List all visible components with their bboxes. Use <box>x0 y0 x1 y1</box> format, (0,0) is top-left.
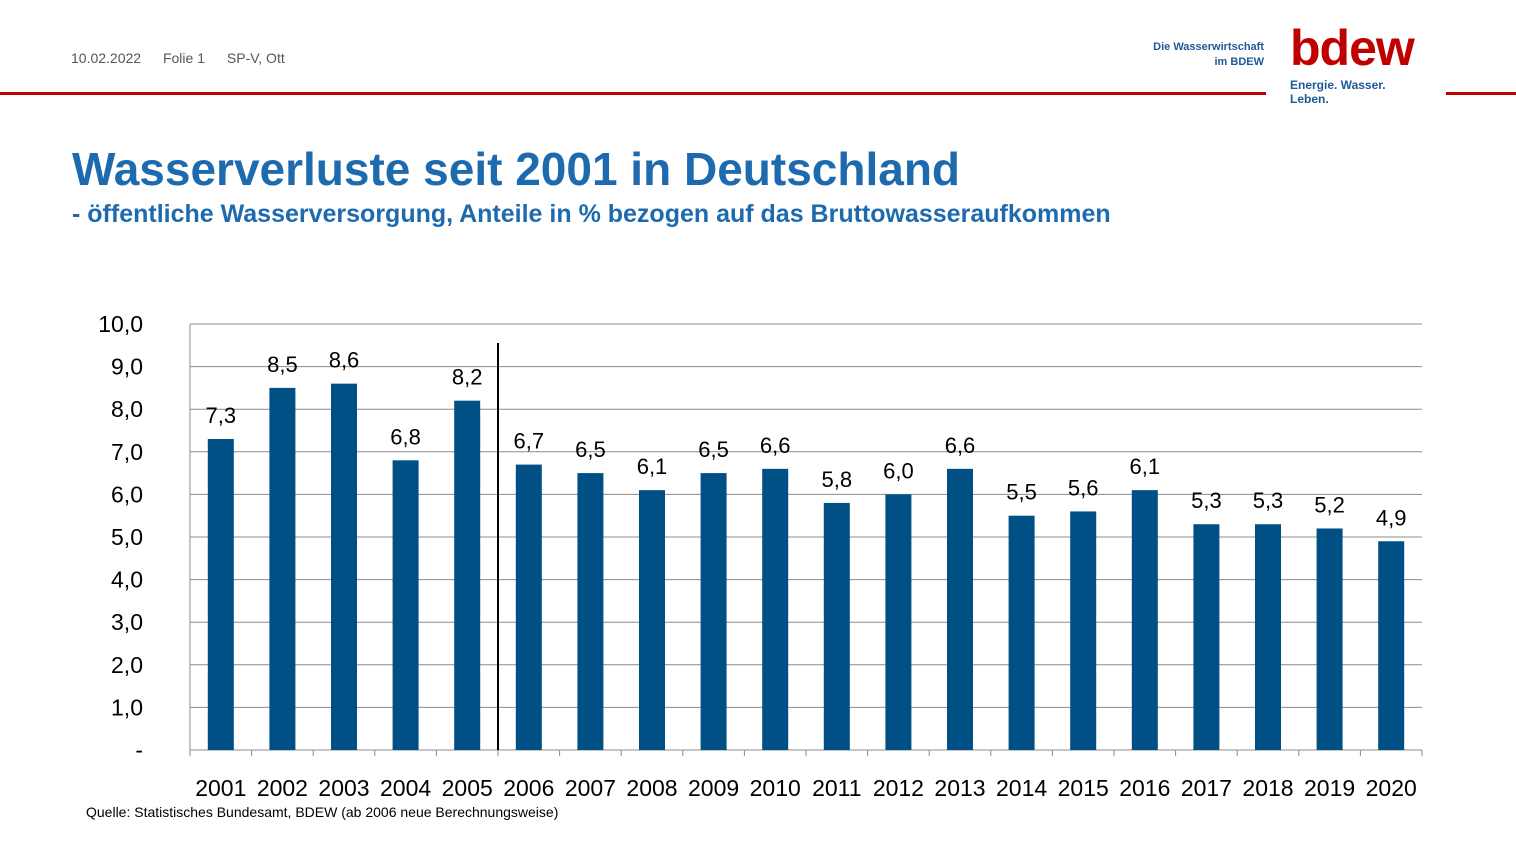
x-tick-label: 2012 <box>873 775 924 801</box>
y-tick-label: 5,0 <box>111 524 143 550</box>
x-tick-label: 2019 <box>1304 775 1355 801</box>
data-label: 5,5 <box>1006 480 1037 505</box>
x-tick-label: 2011 <box>812 775 861 801</box>
bar <box>577 473 604 750</box>
x-tick-label: 2002 <box>257 775 308 801</box>
x-tick-label: 2017 <box>1181 775 1232 801</box>
data-label: 6,0 <box>883 458 914 483</box>
org-label: Die Wasserwirtschaft im BDEW <box>1153 40 1264 70</box>
x-tick-label: 2020 <box>1366 775 1417 801</box>
x-tick-label: 2008 <box>626 775 677 801</box>
data-label: 6,5 <box>575 437 606 462</box>
bar <box>1131 490 1158 750</box>
x-tick-label: 2001 <box>195 775 246 801</box>
header-divider-right <box>1446 92 1516 95</box>
logo-tagline: Energie. Wasser. Leben. <box>1290 78 1386 106</box>
source-note: Quelle: Statistisches Bundesamt, BDEW (a… <box>86 804 559 820</box>
data-label: 5,6 <box>1068 475 1099 500</box>
bar <box>392 460 419 750</box>
bar <box>1008 515 1035 750</box>
bar <box>762 468 789 750</box>
bar <box>947 468 973 750</box>
y-tick-label: 6,0 <box>111 481 143 507</box>
page-subtitle: - öffentliche Wasserversorgung, Anteile … <box>72 200 1111 228</box>
data-label: 6,8 <box>390 424 421 449</box>
y-tick-label: 2,0 <box>111 652 143 678</box>
y-tick-label: 3,0 <box>111 609 143 635</box>
bar <box>639 490 665 750</box>
data-label: 5,2 <box>1314 492 1345 517</box>
x-tick-label: 2013 <box>934 775 985 801</box>
x-tick-label: 2003 <box>318 775 369 801</box>
y-tick-label: 1,0 <box>111 694 143 720</box>
bar <box>331 383 357 750</box>
bar <box>1316 528 1343 750</box>
x-tick-label: 2005 <box>442 775 493 801</box>
bar <box>1070 511 1097 750</box>
bar <box>1378 541 1405 750</box>
data-label: 5,3 <box>1253 488 1284 513</box>
x-tick-label: 2018 <box>1242 775 1293 801</box>
data-label: 7,3 <box>206 403 237 428</box>
header-divider-left <box>0 92 1266 95</box>
bar <box>823 502 850 750</box>
bar <box>269 387 296 750</box>
org-label-line2: im BDEW <box>1214 56 1265 68</box>
data-label: 5,8 <box>822 467 853 492</box>
y-tick-label: 10,0 <box>98 311 143 337</box>
bar <box>1255 524 1281 750</box>
y-tick-label: 9,0 <box>111 354 143 380</box>
slide-author: SP-V, Ott <box>226 50 285 66</box>
x-tick-label: 2004 <box>380 775 431 801</box>
y-tick-label: 7,0 <box>111 439 143 465</box>
page-title: Wasserverluste seit 2001 in Deutschland <box>72 143 961 195</box>
x-tick-label: 2010 <box>750 775 801 801</box>
bar <box>885 494 912 750</box>
y-tick-label: - <box>135 737 143 763</box>
slide-date: 10.02.2022 <box>71 50 142 66</box>
data-label: 8,6 <box>329 348 360 373</box>
data-label: 6,6 <box>760 433 791 458</box>
slide-meta: 10.02.2022 Folie 1 SP-V, Ott <box>71 50 303 66</box>
x-tick-label: 2015 <box>1058 775 1109 801</box>
data-label: 8,2 <box>452 365 483 390</box>
org-label-line1: Die Wasserwirtschaft <box>1153 41 1264 53</box>
bar <box>515 464 542 750</box>
data-label: 6,1 <box>1130 454 1161 479</box>
bar <box>700 473 727 750</box>
data-label: 6,1 <box>637 454 668 479</box>
x-tick-label: 2007 <box>565 775 616 801</box>
data-label: 5,3 <box>1191 488 1222 513</box>
data-label: 8,5 <box>267 352 298 377</box>
x-tick-label: 2014 <box>996 775 1047 801</box>
data-label: 4,9 <box>1376 505 1407 530</box>
slide-number: Folie 1 <box>162 50 205 66</box>
x-tick-label: 2009 <box>688 775 739 801</box>
data-label: 6,5 <box>698 437 729 462</box>
y-tick-label: 4,0 <box>111 567 143 593</box>
bar <box>1193 524 1220 750</box>
bdew-logo: bdew Energie. Wasser. Leben. <box>1290 20 1422 106</box>
bar <box>454 400 481 750</box>
data-label: 6,6 <box>945 433 976 458</box>
data-label: 6,7 <box>514 429 545 454</box>
logo-wordmark: bdew <box>1290 20 1415 76</box>
bar <box>207 439 234 750</box>
y-tick-label: 8,0 <box>111 396 143 422</box>
x-tick-label: 2016 <box>1119 775 1170 801</box>
x-tick-label: 2006 <box>503 775 554 801</box>
